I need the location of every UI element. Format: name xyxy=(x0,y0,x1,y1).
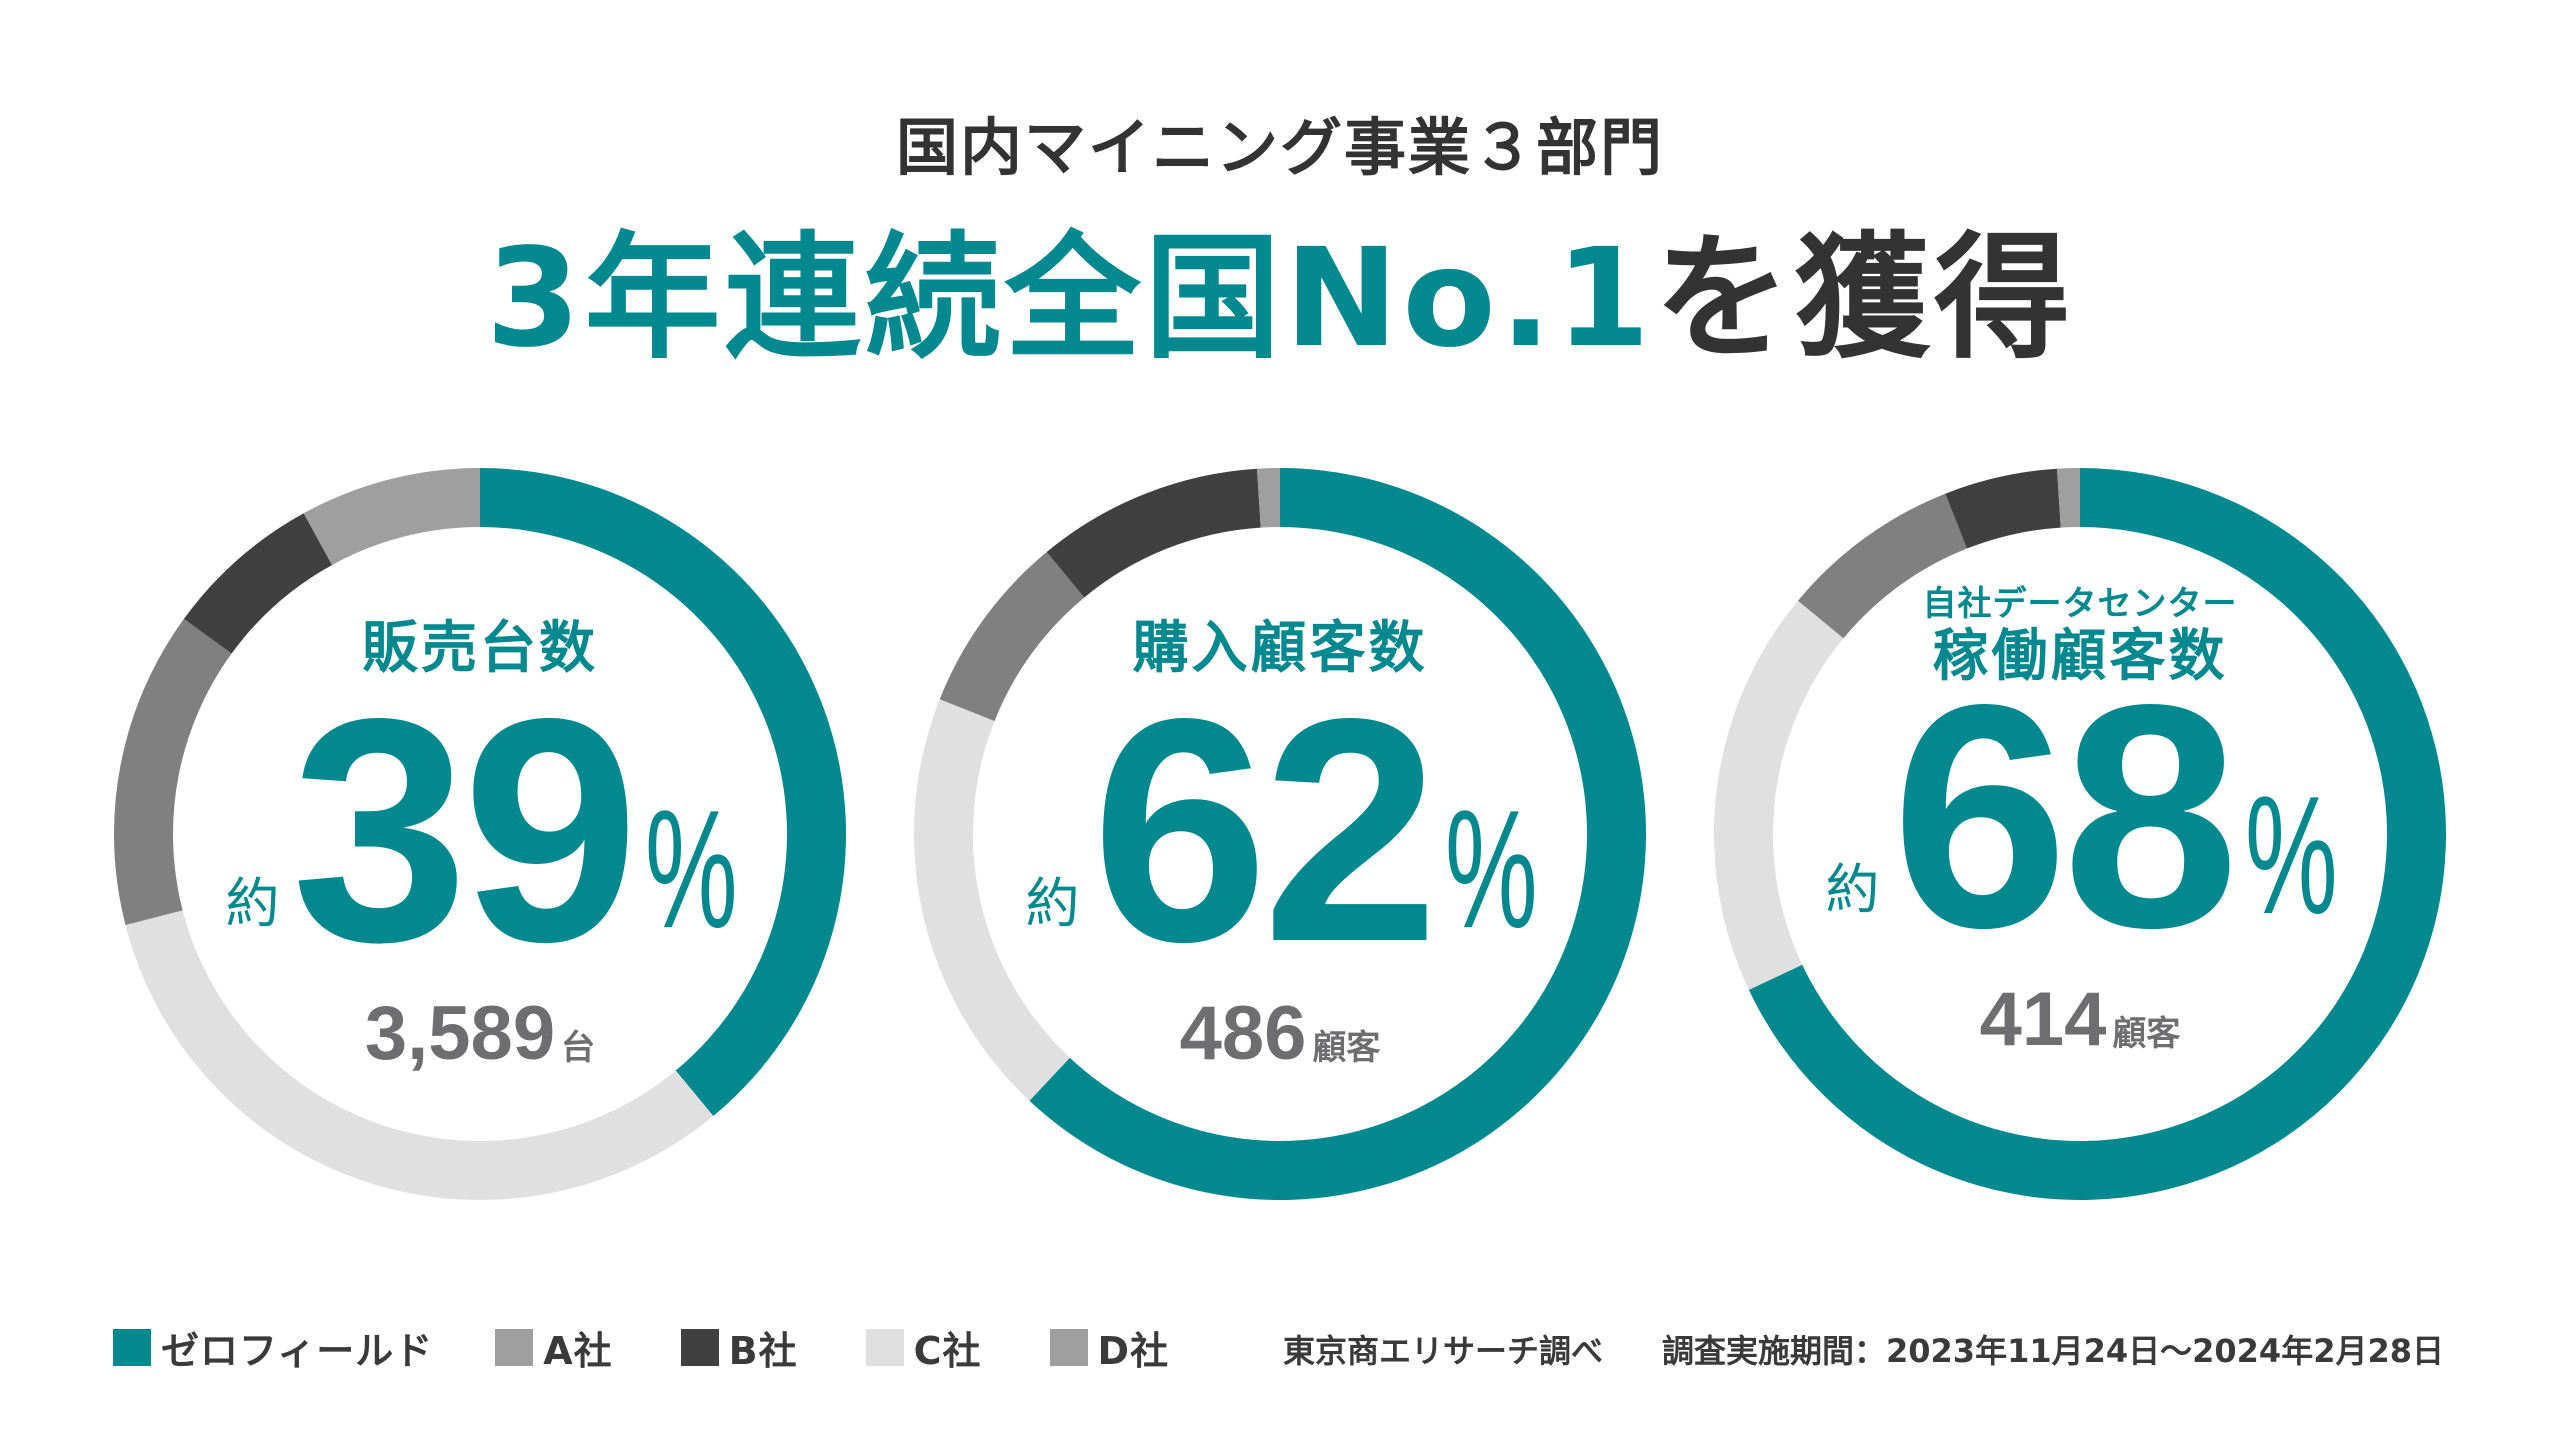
percent-sign: % xyxy=(2245,761,2338,949)
donut-segment xyxy=(939,551,1085,721)
legend-label: B社 xyxy=(728,1328,798,1373)
percent-value: 62 xyxy=(1091,653,1439,1008)
donut-segment xyxy=(914,699,1070,1101)
donut-segment xyxy=(2057,468,2080,528)
donut-segment xyxy=(480,468,846,1117)
count-value: 3,589 xyxy=(364,991,556,1076)
donut-2-percent: 約 62 % xyxy=(990,653,1570,1008)
donut-sales-units xyxy=(114,468,846,1200)
legend-swatch-icon xyxy=(495,1328,534,1366)
page-title: 3年連続全国No.1を獲得 xyxy=(0,214,2560,384)
count-value: 486 xyxy=(1179,991,1307,1076)
legend-item-a: A社 xyxy=(495,1320,612,1375)
donut-3-sublabel: 自社データセンター xyxy=(1922,584,2238,624)
legend-swatch-icon xyxy=(1049,1328,1088,1366)
percent-sign: % xyxy=(1445,775,1538,963)
legend-item-c: C社 xyxy=(865,1320,982,1375)
title-rest: を獲得 xyxy=(1654,220,2075,378)
count-unit: 台 xyxy=(561,1028,596,1068)
legend-swatch-icon xyxy=(680,1328,719,1366)
subtitle: 国内マイニング事業３部門 xyxy=(895,111,1664,184)
donut-1-percent: 約 39 % xyxy=(190,653,770,1008)
donut-1-label: 販売台数 xyxy=(362,616,598,681)
legend-item-d: D社 xyxy=(1049,1320,1170,1375)
donut-segment xyxy=(303,468,480,565)
footnote-period: 調査実施期間：2023年11月24日～2024年2月28日 xyxy=(1662,1332,2444,1370)
donut-2-text: 購入顧客数 約 62 % 486 顧客 xyxy=(990,616,1570,1074)
donut-datacenter-customers xyxy=(1713,468,2446,1200)
donut-2-count: 486 顧客 xyxy=(990,994,1570,1074)
approx-label: 約 xyxy=(1825,858,1880,921)
footnote-source: 東京商エリサーチ調べ xyxy=(1283,1332,1604,1370)
donut-3-percent: 約 68 % xyxy=(1790,639,2370,994)
percent-value: 68 xyxy=(1891,639,2239,994)
legend-label: ゼロフィールド xyxy=(161,1328,434,1373)
donut-segment xyxy=(1046,468,1261,598)
percent-sign: % xyxy=(645,775,738,963)
legend-item-zerofield: ゼロフィールド xyxy=(113,1320,433,1375)
count-unit: 顧客 xyxy=(1312,1028,1381,1068)
donut-segment xyxy=(1945,468,2061,549)
approx-label: 約 xyxy=(225,872,280,935)
donut-segment xyxy=(1257,468,1280,528)
legend-label: D社 xyxy=(1097,1328,1170,1373)
count-unit: 顧客 xyxy=(2112,1014,2181,1054)
donut-segment xyxy=(125,910,714,1200)
title-accent: 3年連続全国No.1 xyxy=(485,220,1655,378)
legend: ゼロフィールド A社 B社 C社 D社 xyxy=(113,1320,1237,1375)
legend-label: C社 xyxy=(913,1328,982,1373)
donut-3-text: 自社データセンター 稼働顧客数 約 68 % 414 顧客 xyxy=(1790,584,2370,1060)
donut-purchase-customers xyxy=(914,468,1646,1200)
legend-label: A社 xyxy=(543,1328,613,1373)
legend-swatch-icon xyxy=(865,1328,904,1366)
donut-segment xyxy=(183,513,333,654)
donut-segment xyxy=(1797,493,1967,639)
donut-1-count: 3,589 台 xyxy=(190,994,770,1074)
percent-value: 39 xyxy=(291,653,639,1008)
legend-item-b: B社 xyxy=(680,1320,798,1375)
count-value: 414 xyxy=(1979,977,2107,1062)
donut-segment xyxy=(114,618,232,926)
donut-2-label: 購入顧客数 xyxy=(1132,616,1428,681)
donut-3-label: 稼働顧客数 xyxy=(1932,624,2228,689)
donut-1-text: 販売台数 約 39 % 3,589 台 xyxy=(190,616,770,1074)
donut-segment xyxy=(1713,600,1844,990)
approx-label: 約 xyxy=(1025,872,1080,935)
donut-segment xyxy=(1029,468,1646,1200)
legend-swatch-icon xyxy=(113,1328,151,1366)
donut-3-count: 414 顧客 xyxy=(1790,980,2370,1060)
